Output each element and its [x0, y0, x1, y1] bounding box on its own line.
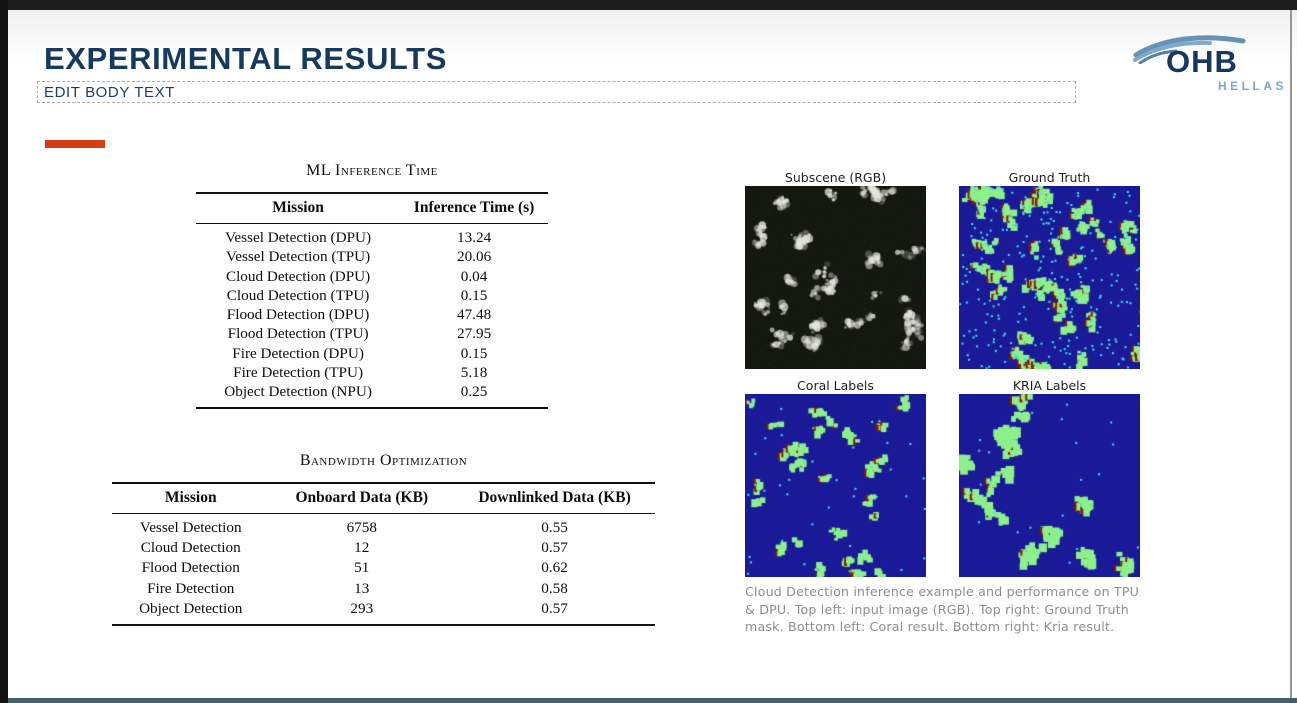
table-row: Vessel Detection 6758 0.55	[112, 514, 655, 539]
table-cell: Fire Detection (DPU)	[232, 344, 364, 362]
table-cell: Flood Detection	[141, 559, 240, 577]
table-cell: 6758	[346, 519, 377, 536]
window-frame-left	[0, 0, 8, 703]
ml-inference-section: ML Inference Time Mission Inference Time …	[196, 162, 548, 409]
table-row: Vessel Detection (DPU) 13.24	[196, 224, 548, 248]
figure-panel-label: KRIA Labels	[1012, 378, 1087, 393]
table-cell: Cloud Detection (DPU)	[225, 267, 371, 285]
ml-inference-table: Mission Inference Time (s) Vessel Detecti…	[196, 192, 548, 409]
table-row: Cloud Detection (TPU) 0.15	[196, 286, 548, 305]
table-row: Flood Detection 51 0.62	[112, 558, 655, 578]
table-cell: Vessel Detection (DPU)	[225, 229, 372, 246]
subscene-rgb-image	[745, 186, 926, 369]
coral-labels-image	[745, 394, 926, 577]
table-cell: 293	[350, 599, 374, 617]
figure-panel-label: Coral Labels	[797, 378, 874, 393]
table-row: Fire Detection (TPU) 5.18	[196, 363, 548, 382]
table-cell: 0.57	[541, 599, 568, 617]
ohb-swoosh-icon	[1133, 35, 1246, 64]
table-cell: 0.62	[541, 559, 568, 577]
table-cell: Object Detection (NPU)	[224, 383, 372, 401]
table-cell: 5.18	[460, 364, 488, 382]
table-header-cell: Inference Time (s)	[400, 193, 548, 224]
table-cell: Vessel Detection	[139, 519, 242, 536]
table-row: Cloud Detection (DPU) 0.04	[196, 267, 548, 286]
table-cell: 0.58	[541, 579, 568, 597]
table-cell: Fire Detection	[147, 579, 235, 597]
table-cell: Object Detection	[139, 599, 243, 617]
table-row: Fire Detection (DPU) 0.15	[196, 344, 548, 363]
bandwidth-section: Bandwidth Optimization Mission Onboard Da…	[112, 452, 655, 627]
table-cell: Fire Detection (TPU)	[233, 364, 364, 382]
table-cell: 20.06	[456, 248, 492, 266]
table-cell: 0.57	[541, 539, 568, 557]
table-caption: ML Inference Time	[306, 162, 438, 179]
slide-title[interactable]: EXPERIMENTAL RESULTS	[44, 41, 447, 76]
table-cell: Vessel Detection (TPU)	[225, 248, 371, 266]
table-cell: 0.25	[460, 383, 488, 401]
figure-panel-label: Ground Truth	[1008, 170, 1091, 185]
table-cell: Flood Detection (TPU)	[227, 325, 369, 343]
ohb-logo-subtext: HELLAS	[1218, 79, 1287, 93]
table-header-cell: Onboard Data (KB)	[269, 483, 455, 514]
table-header-cell: Mission	[196, 193, 401, 224]
figure-caption: Cloud Detection inference example and pe…	[745, 584, 1140, 635]
table-row: Vessel Detection (TPU) 20.06	[196, 247, 548, 266]
body-text-placeholder[interactable]: EDIT BODY TEXT	[37, 81, 1076, 103]
table-cell: 0.55	[541, 519, 568, 536]
kria-labels-image	[959, 394, 1140, 577]
figure-panel-label: Subscene (RGB)	[784, 170, 887, 185]
ground-truth-image	[959, 186, 1140, 369]
table-cell: 13.24	[456, 229, 492, 246]
table-row: Flood Detection (TPU) 27.95	[196, 324, 548, 343]
window-frame-bottom	[8, 698, 1297, 703]
table-row: Object Detection (NPU) 0.25	[196, 382, 548, 407]
table-cell: 12	[354, 539, 370, 557]
table-header-row: Mission Inference Time (s)	[196, 193, 548, 224]
table-cell: 13	[354, 579, 370, 597]
table-cell: 0.15	[460, 344, 488, 362]
table-caption: Bandwidth Optimization	[299, 452, 468, 469]
table-cell: Cloud Detection (TPU)	[226, 286, 370, 304]
window-frame-right	[1290, 10, 1292, 703]
table-row: Fire Detection 13 0.58	[112, 579, 655, 599]
bandwidth-table: Mission Onboard Data (KB) Downlinked Data …	[112, 482, 655, 627]
accent-bar	[45, 140, 105, 148]
table-cell: 47.48	[456, 306, 492, 324]
table-cell: 27.95	[456, 325, 492, 343]
window-frame-top	[0, 0, 1297, 10]
body-placeholder-label: EDIT BODY TEXT	[44, 83, 175, 101]
table-cell: Flood Detection (DPU)	[226, 306, 370, 324]
ohb-logo-text: OHB	[1166, 44, 1238, 79]
ohb-logo: OHB HELLAS	[1130, 34, 1288, 96]
table-row: Object Detection 293 0.57	[112, 599, 655, 625]
table-header-cell: Mission	[112, 483, 270, 514]
table-cell: 0.04	[460, 267, 488, 285]
table-row: Cloud Detection 12 0.57	[112, 538, 655, 558]
table-row: Flood Detection (DPU) 47.48	[196, 305, 548, 324]
table-cell: 51	[354, 559, 370, 577]
table-header-row: Mission Onboard Data (KB) Downlinked Data …	[112, 483, 655, 514]
table-header-cell: Downlinked Data (KB)	[454, 483, 655, 514]
table-cell: Cloud Detection	[140, 539, 241, 557]
table-cell: 0.15	[460, 286, 488, 304]
